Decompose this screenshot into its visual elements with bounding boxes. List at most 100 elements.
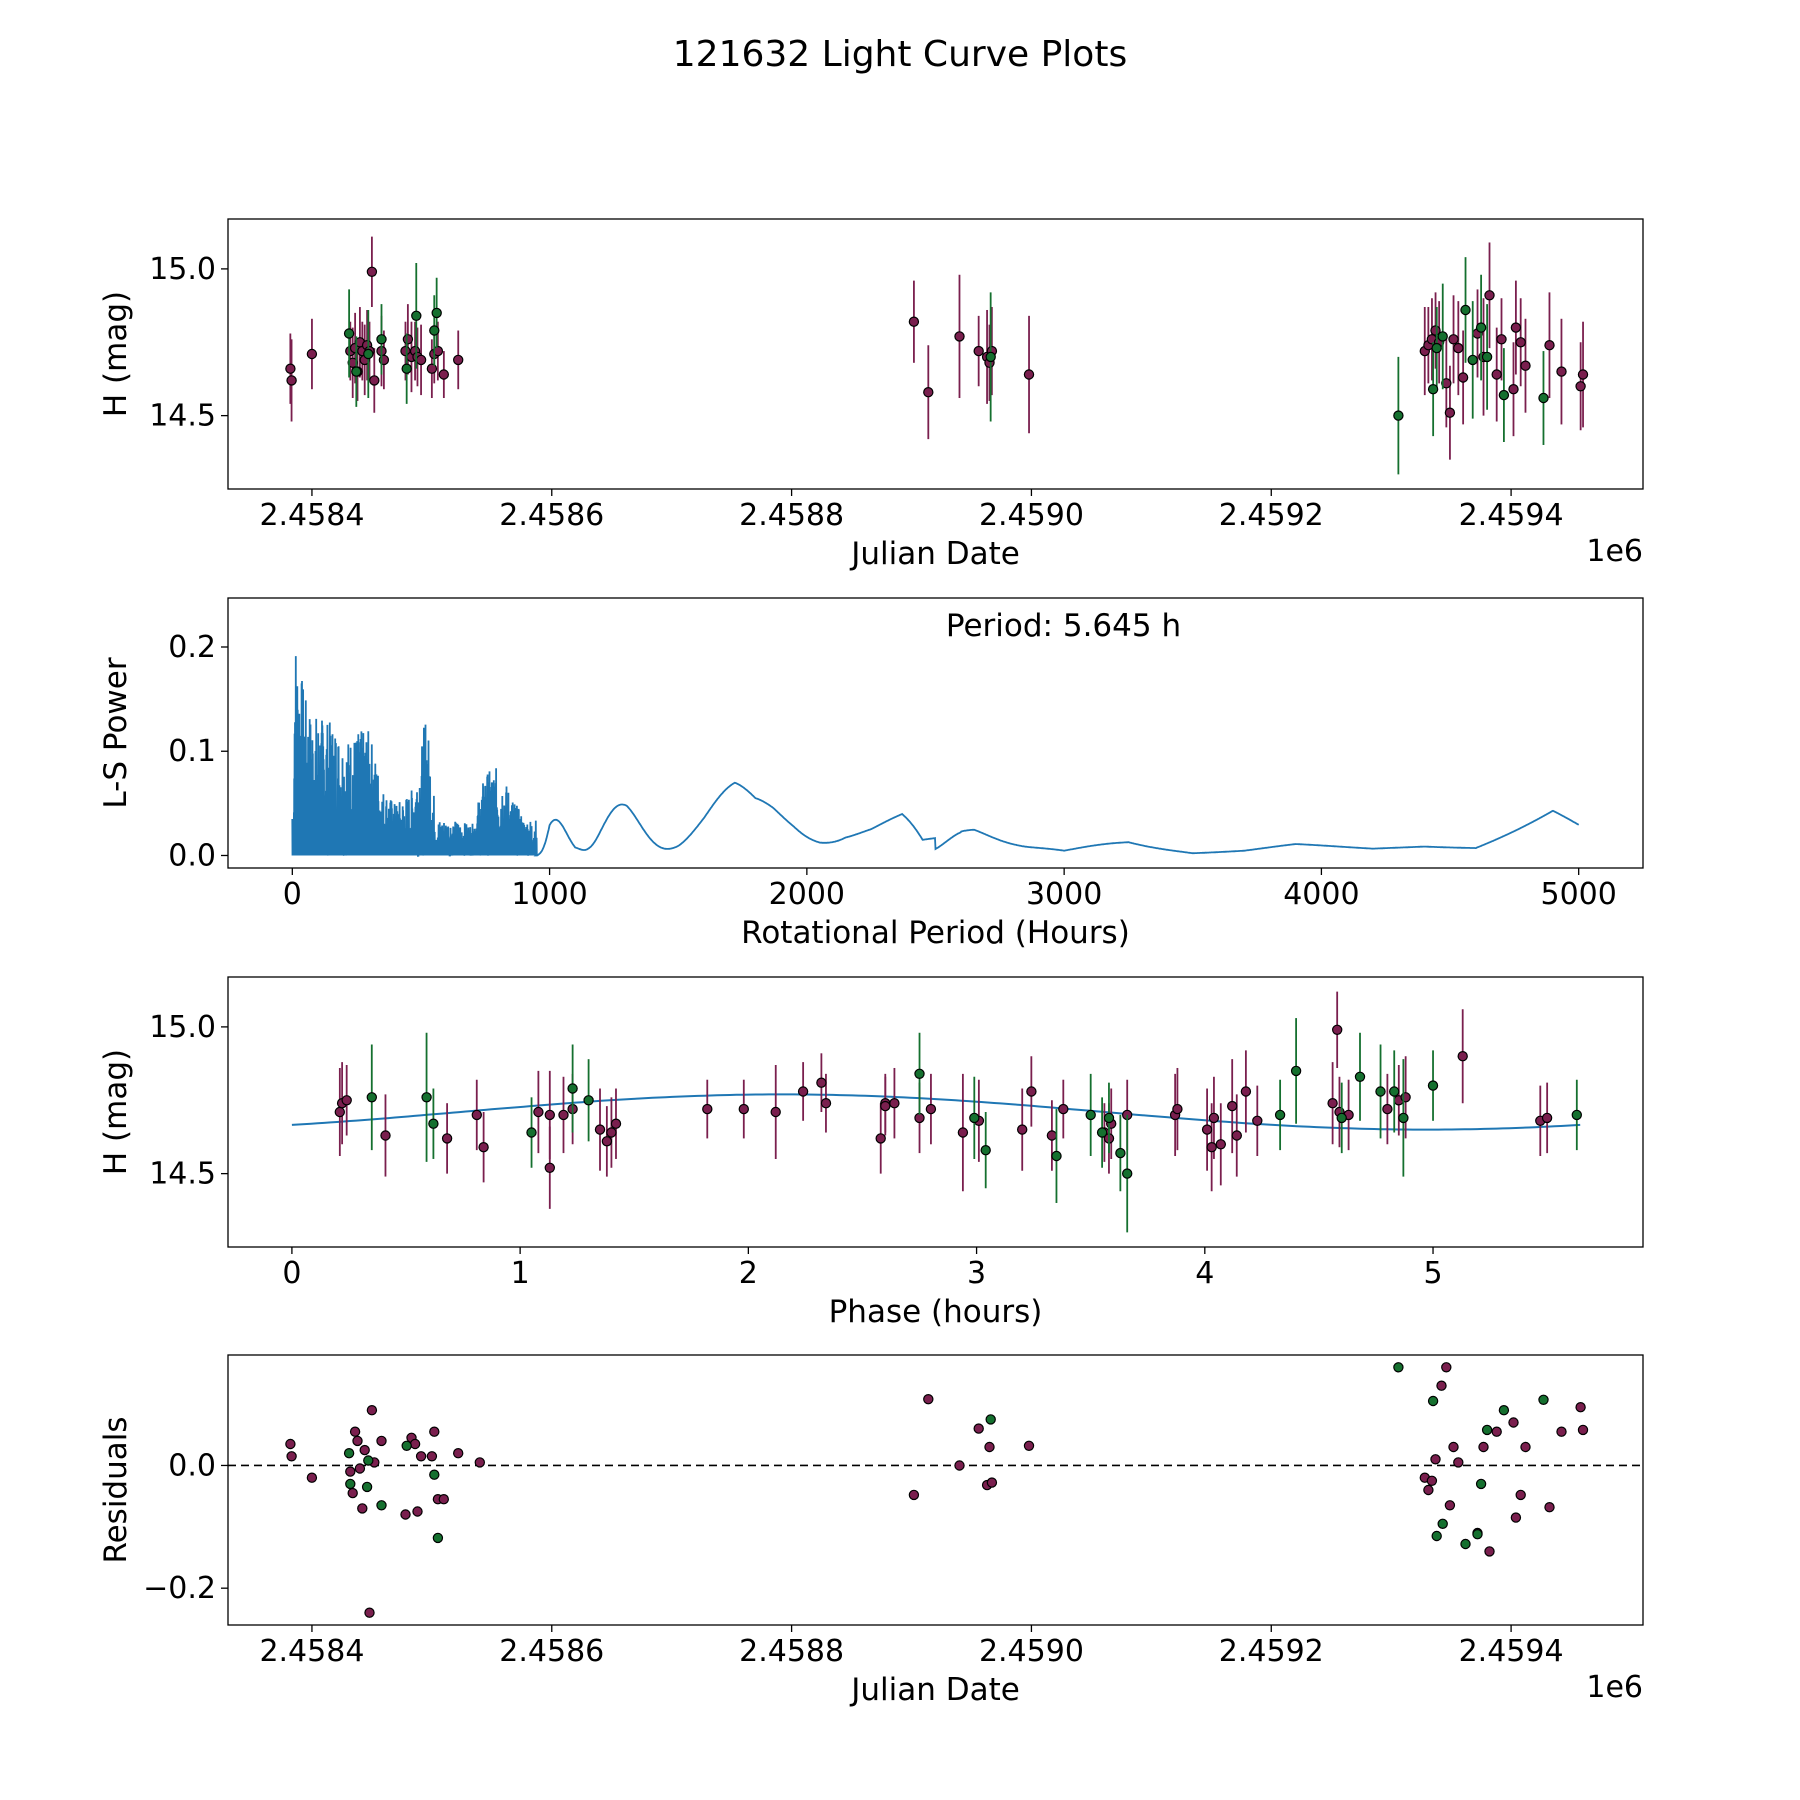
data-point-magenta	[1515, 1489, 1526, 1501]
data-point-magenta	[1544, 340, 1555, 351]
data-point-green	[1103, 1112, 1115, 1124]
data-point-magenta	[415, 354, 427, 366]
data-point-magenta	[441, 1133, 453, 1144]
data-point-magenta	[1331, 1024, 1343, 1036]
data-point-magenta	[954, 1460, 965, 1471]
data-point-magenta	[1496, 334, 1507, 345]
data-point-green	[914, 1068, 925, 1080]
x-tick-label: 2.4588	[739, 1634, 844, 1669]
data-point-magenta	[925, 1103, 937, 1115]
data-point-magenta	[610, 1118, 622, 1129]
data-point-magenta	[1023, 369, 1035, 380]
data-point-green	[421, 1092, 432, 1103]
data-point-green	[401, 1440, 412, 1452]
data-point-green	[1290, 1065, 1302, 1077]
data-point-magenta	[1515, 337, 1526, 348]
data-point-magenta	[1426, 1475, 1438, 1487]
ls-power-line	[291, 656, 1580, 857]
data-point-magenta	[1544, 1501, 1555, 1513]
data-point-magenta	[349, 1426, 361, 1437]
data-point-magenta	[357, 1503, 368, 1514]
data-point-green	[985, 351, 996, 363]
data-point-magenta	[1541, 1112, 1553, 1124]
data-point-green	[1427, 384, 1439, 395]
panel-residuals: 2.4584 2.4586 2.4588 2.4590 2.4592 2.4594 −0.2…	[98, 1354, 1644, 1708]
y-tick-label: 0.0	[168, 838, 216, 873]
data-point-magenta	[816, 1077, 827, 1088]
data-point-magenta	[986, 1477, 998, 1488]
data-point-magenta	[341, 1095, 352, 1106]
y-tick-label: 14.5	[149, 399, 216, 434]
data-point-magenta	[973, 345, 984, 357]
x-tick-label: 2.4594	[1459, 1634, 1564, 1669]
data-point-green	[526, 1127, 537, 1138]
x-tick-label: 0	[282, 1256, 301, 1291]
x-tick-label: 2.4586	[499, 1634, 604, 1669]
data-point-magenta	[426, 1451, 438, 1462]
x-tick-label: 2.4586	[499, 498, 604, 533]
data-point-magenta	[1017, 1124, 1028, 1135]
data-point-magenta	[738, 1103, 750, 1115]
y-axis-label: H (mag)	[98, 1049, 134, 1175]
data-point-green	[1393, 1362, 1404, 1373]
data-point-magenta	[1201, 1124, 1213, 1135]
data-point-green	[1431, 1530, 1442, 1542]
data-point-magenta	[366, 1404, 378, 1416]
data-point-green	[429, 325, 440, 336]
data-point-green	[431, 307, 442, 319]
data-point-magenta	[369, 375, 380, 386]
data-point-magenta	[1444, 1500, 1456, 1511]
data-point-magenta	[1508, 1417, 1519, 1428]
data-point-magenta	[973, 1423, 984, 1434]
x-tick-label: 2.4590	[979, 498, 1084, 533]
x-tick-label: 4	[1195, 1256, 1214, 1291]
y-tick-label: 0.2	[168, 630, 216, 665]
data-point-magenta	[366, 266, 378, 277]
data-point-magenta	[1448, 1441, 1459, 1453]
data-point-green	[428, 1118, 439, 1129]
data-point-magenta	[820, 1097, 832, 1109]
data-point-magenta	[359, 1444, 370, 1456]
data-point-green	[1498, 1404, 1510, 1416]
data-point-magenta	[1575, 1401, 1586, 1413]
data-point-green	[363, 348, 374, 360]
y-tick-label: 14.5	[149, 1157, 216, 1192]
x-tick-label: 2.4590	[979, 1634, 1084, 1669]
data-point-magenta	[770, 1106, 781, 1118]
data-point-magenta	[438, 369, 449, 380]
data-point-magenta	[347, 357, 358, 368]
x-tick-label: 1	[511, 1256, 530, 1291]
period-annotation: Period: 5.645 h	[946, 608, 1181, 644]
data-point-green	[1481, 1424, 1493, 1436]
data-point-magenta	[412, 1506, 423, 1517]
data-point-magenta	[1208, 1112, 1220, 1124]
phased-data	[291, 991, 1583, 1233]
data-point-magenta	[1382, 1103, 1393, 1115]
x-tick-label: 2.4594	[1459, 498, 1564, 533]
data-point-magenta	[438, 1493, 449, 1505]
x-tick-label: 3	[967, 1256, 986, 1291]
data-point-magenta	[1046, 1130, 1058, 1141]
periodogram-data	[291, 656, 1580, 857]
data-point-magenta	[594, 1124, 606, 1135]
plots-group: 2.4584 2.4586 2.4588 2.4590 2.4592 2.4594 14.5…	[98, 218, 1644, 1708]
data-point-green	[361, 1481, 373, 1493]
data-point-magenta	[1556, 1426, 1567, 1437]
data-point-magenta	[1231, 1130, 1243, 1141]
data-point-magenta	[908, 316, 920, 327]
data-point-magenta	[797, 1086, 809, 1097]
x-tick-label: 2	[739, 1256, 758, 1291]
data-point-green	[376, 334, 387, 345]
data-point-green	[411, 310, 422, 321]
data-point-magenta	[453, 1447, 464, 1459]
data-point-green	[1437, 1518, 1448, 1530]
data-point-magenta	[1172, 1103, 1183, 1115]
data-point-magenta	[285, 363, 296, 374]
axes-frame	[227, 976, 1644, 1248]
data-point-magenta	[432, 345, 444, 357]
x-tick-label: 2.4592	[1219, 1634, 1324, 1669]
data-point-magenta	[1240, 1086, 1252, 1097]
data-point-green	[345, 1478, 356, 1490]
y-tick-label: 0.1	[168, 734, 216, 769]
